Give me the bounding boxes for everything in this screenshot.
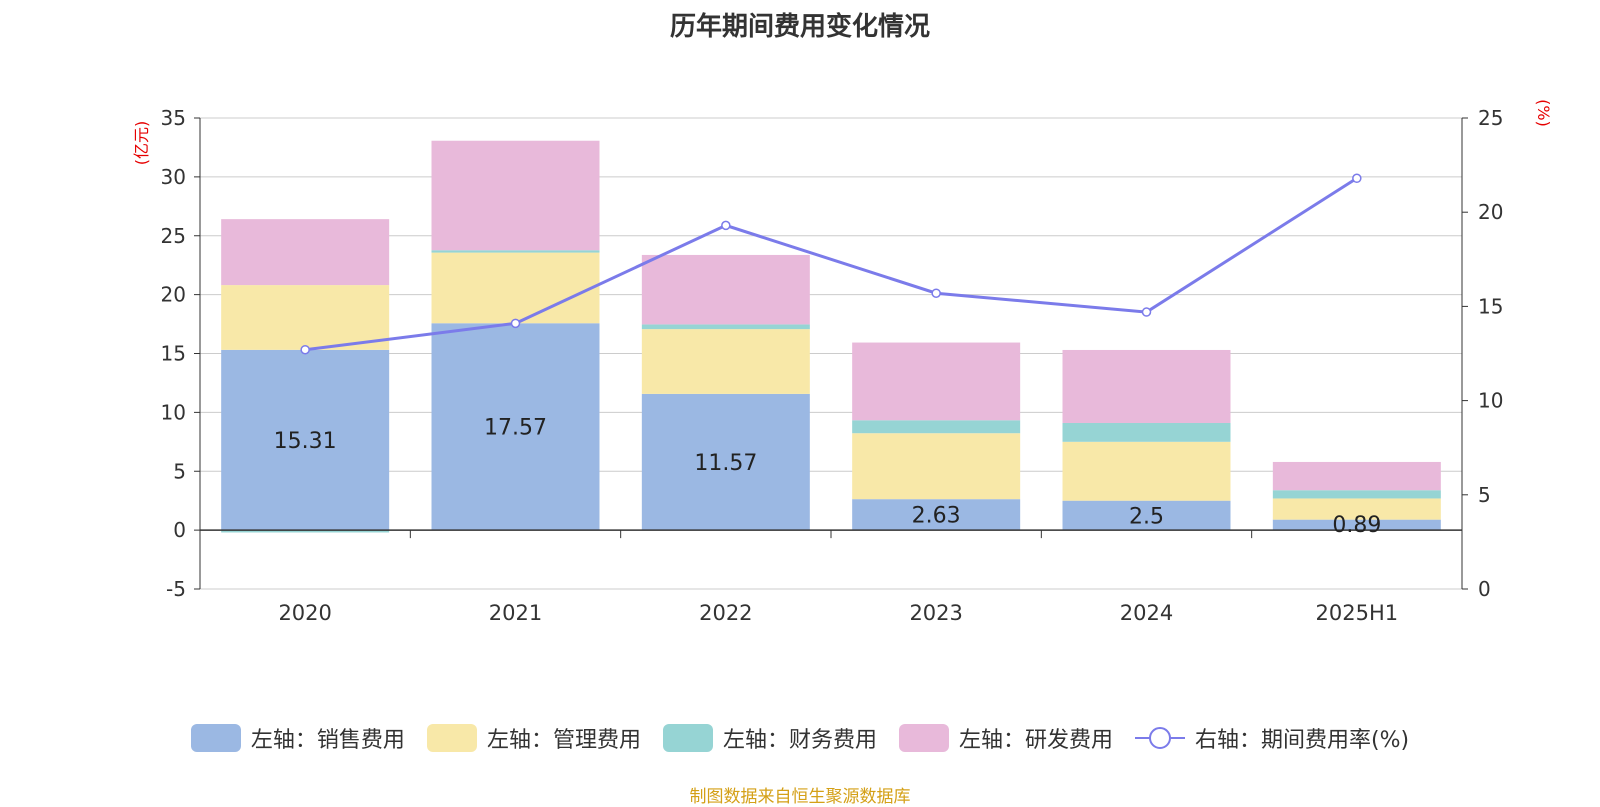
bar-segment [642,255,810,324]
category-label: 2022 [699,601,752,625]
bar-segment [642,329,810,394]
bar-segment [852,433,1020,499]
left-axis-tick-label: -5 [166,577,186,601]
left-axis-tick-label: 20 [161,283,186,307]
bar-segment [432,141,600,251]
stacked-bar-line-chart: -5 0 5 10 15 20 25 30 35 (亿元) 0 5 10 15 20 25 (%) 15.31 17… [0,0,1600,700]
bar-segment [642,324,810,329]
legend-label-sales: 左轴：销售费用 [251,722,405,754]
source-note: 制图数据来自恒生聚源数据库 [0,782,1600,807]
legend-swatch-rnd [899,724,949,752]
bar-segment [852,343,1020,421]
category-label: 2020 [278,601,331,625]
legend-label-rnd: 左轴：研发费用 [959,722,1113,754]
right-axis-tick-label: 15 [1478,294,1503,318]
legend-label-expense-rate: 右轴：期间费用率(%) [1195,722,1409,754]
expense-rate-point [1353,174,1361,182]
bar-data-label: 11.57 [694,451,757,476]
legend-item-expense-rate[interactable]: 右轴：期间费用率(%) [1135,722,1409,754]
left-axis-tick-label: 35 [161,106,186,130]
legend-line-marker-icon [1135,724,1185,752]
legend-label-finance: 左轴：财务费用 [723,722,877,754]
left-axis-tick-label: 10 [161,400,186,424]
legend-swatch-finance [663,724,713,752]
bar-segment [852,420,1020,433]
legend-item-finance[interactable]: 左轴：财务费用 [663,722,877,754]
expense-rate-point [932,289,940,297]
left-axis-tick-label: 5 [173,459,186,483]
right-axis-tick-label: 20 [1478,200,1503,224]
category-label: 2024 [1120,601,1173,625]
bar-segment [1063,423,1231,442]
bar-segment [1273,462,1441,490]
category-label: 2025H1 [1316,601,1399,625]
bar-segment [1273,490,1441,498]
legend: 左轴：销售费用 左轴：管理费用 左轴：财务费用 左轴：研发费用 右轴：期间费用率… [0,722,1600,754]
right-axis-tick-label: 10 [1478,389,1503,413]
legend-item-rnd[interactable]: 左轴：研发费用 [899,722,1113,754]
expense-rate-point [301,346,309,354]
right-axis-label: (%) [1534,99,1553,127]
bar-segment [1063,442,1231,501]
bar-data-label: 2.5 [1129,504,1164,529]
legend-swatch-admin [427,724,477,752]
left-axis-tick-label: 15 [161,342,186,366]
expense-rate-point [1143,308,1151,316]
bar-data-label: 15.31 [274,429,337,454]
right-axis-tick-label: 25 [1478,106,1503,130]
bar-data-label: 17.57 [484,416,547,441]
legend-label-admin: 左轴：管理费用 [487,722,641,754]
bar-data-label: 0.89 [1332,513,1381,538]
expense-rate-point [722,221,730,229]
bar-segment [221,285,389,350]
category-label: 2023 [909,601,962,625]
category-label: 2021 [489,601,542,625]
left-axis-label: (亿元) [132,121,151,166]
legend-swatch-sales [191,724,241,752]
right-axis-tick-label: 0 [1478,577,1491,601]
legend-item-admin[interactable]: 左轴：管理费用 [427,722,641,754]
expense-rate-point [512,319,520,327]
bar-data-label: 2.63 [912,504,961,529]
right-axis-tick-label: 5 [1478,483,1491,507]
left-axis-tick-label: 0 [173,518,186,542]
left-axis-tick-label: 30 [161,165,186,189]
bar-segment [221,219,389,285]
legend-item-sales[interactable]: 左轴：销售费用 [191,722,405,754]
bar-segment [1063,350,1231,423]
bar-segment [432,253,600,324]
bar-segment [432,250,600,252]
left-axis-tick-label: 25 [161,224,186,248]
